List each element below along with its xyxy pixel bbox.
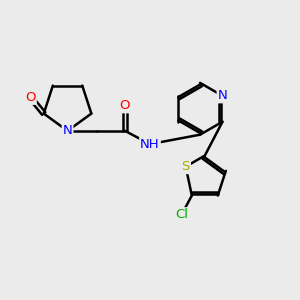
- Text: O: O: [120, 99, 130, 112]
- Text: NH: NH: [140, 138, 160, 151]
- Text: N: N: [63, 124, 72, 137]
- Text: N: N: [218, 89, 227, 102]
- Text: Cl: Cl: [175, 208, 188, 221]
- Text: O: O: [25, 91, 36, 104]
- Text: S: S: [182, 160, 190, 173]
